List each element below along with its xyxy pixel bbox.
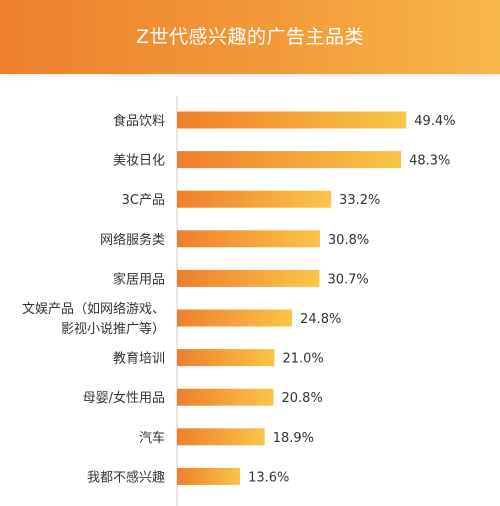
bar-chart: 49.4% 食品饮料 48.3% 美妆日化 33.2% 3C产品 30.8% 网络服务类 30.… [22, 96, 456, 506]
value-label-9: 13.6% [248, 470, 289, 485]
category-label-9: 我都不感兴趣 [87, 469, 165, 485]
bar-1 [177, 151, 402, 169]
bar-0 [177, 111, 407, 129]
category-label-1: 美妆日化 [113, 154, 165, 169]
value-label-7: 20.8% [282, 391, 323, 406]
category-label-4: 家居用品 [113, 271, 165, 287]
bar-2 [177, 190, 332, 208]
value-label-5: 24.8% [300, 312, 341, 327]
category-label-5-line-1: 影视小说推广等） [61, 321, 165, 337]
category-label-8: 汽车 [139, 430, 165, 446]
value-label-1: 48.3% [409, 154, 450, 169]
bar-8 [177, 428, 265, 446]
chart-title: Z世代感兴趣的广告主品类 [135, 26, 365, 48]
category-label-7: 母婴/女性用品 [83, 390, 165, 406]
category-label-2: 3C产品 [122, 193, 165, 208]
value-label-0: 49.4% [414, 114, 455, 129]
category-label-5-line-0: 文娱产品（如网络游戏、 [22, 301, 165, 317]
value-label-2: 33.2% [339, 193, 380, 208]
chart-header: Z世代感兴趣的广告主品类 [0, 0, 500, 74]
category-label-3: 网络服务类 [100, 232, 165, 248]
value-label-8: 18.9% [273, 431, 314, 446]
category-label-6: 教育培训 [113, 351, 165, 367]
bar-4 [177, 269, 320, 287]
bar-5 [177, 309, 293, 327]
bar-6 [177, 349, 275, 367]
bar-3 [177, 230, 320, 248]
value-label-4: 30.7% [327, 272, 368, 287]
value-label-3: 30.8% [328, 233, 369, 248]
bar-9 [177, 467, 241, 485]
bar-7 [177, 388, 274, 406]
value-label-6: 21.0% [282, 352, 323, 367]
category-label-0: 食品饮料 [113, 113, 165, 129]
